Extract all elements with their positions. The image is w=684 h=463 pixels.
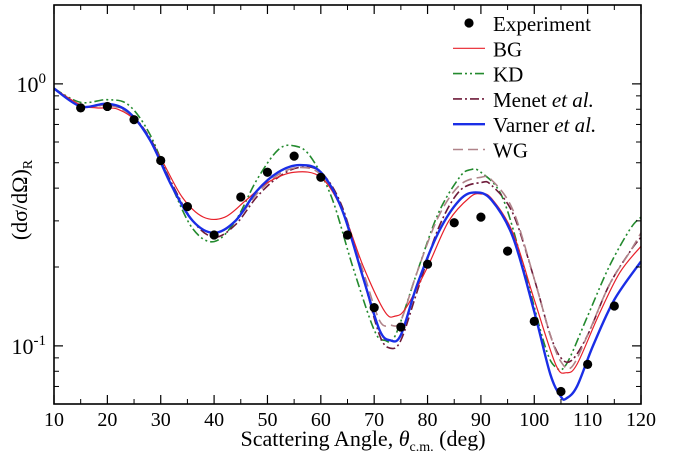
experiment-point	[556, 386, 566, 397]
x-tick-label: 40	[204, 409, 224, 431]
legend-label-varner-et-al: Varner et al.	[493, 113, 596, 137]
experiment-point	[182, 202, 193, 212]
y-tick-label: 100	[17, 71, 47, 97]
experiment-point	[583, 359, 593, 369]
experiment-point	[342, 230, 353, 240]
legend-label-experiment: Experiment	[493, 12, 591, 36]
axis-ticks: 10 20 30 40 50 60 70 80 90 100 110 120 100 10-1	[12, 5, 656, 431]
x-axis-label-subscript: c.m.	[410, 440, 434, 455]
experiment-point	[236, 192, 246, 202]
x-tick-label: 90	[471, 409, 491, 431]
x-tick-label: 100	[519, 409, 549, 431]
legend-label-kd: KD	[493, 63, 523, 87]
x-tick-label: 30	[151, 409, 171, 431]
y-axis-label-main: (dσ/dΩ)	[7, 169, 32, 240]
x-tick-label: 10	[44, 409, 64, 431]
x-tick-label: 120	[626, 409, 656, 431]
experiment-point	[609, 301, 619, 311]
x-axis-label-unit: (deg)	[434, 426, 486, 451]
plot-area	[53, 4, 642, 405]
x-tick-label: 50	[257, 409, 277, 431]
y-axis-label: (dσ/dΩ)R	[7, 159, 36, 240]
x-tick-label: 60	[311, 409, 331, 431]
legend-label-menet-et-al: Menet et al.	[493, 88, 594, 112]
legend-marker-experiment	[464, 18, 474, 28]
y-tick-label: 10-1	[12, 333, 47, 359]
experiment-point	[76, 103, 86, 113]
legend-label-wg: WG	[493, 139, 528, 163]
experiment-point	[129, 115, 139, 125]
experiment-point	[262, 167, 273, 177]
y-axis-label-subscript: R	[21, 159, 36, 169]
experiment-point	[396, 322, 406, 332]
experiment-point	[529, 316, 539, 326]
x-axis-label: Scattering Angle, θc.m. (deg)	[240, 426, 485, 455]
experiment-point	[316, 172, 326, 182]
x-axis-label-text: Scattering Angle,	[240, 426, 398, 451]
x-tick-label: 110	[573, 409, 602, 431]
experiment-point	[502, 246, 513, 256]
experiment-point	[289, 151, 299, 161]
experiment-point	[369, 302, 379, 313]
x-tick-label: 20	[97, 409, 117, 431]
x-axis-label-theta: θ	[399, 426, 410, 451]
x-tick-label: 80	[418, 409, 438, 431]
x-tick-label: 70	[364, 409, 384, 431]
experiment-point	[422, 259, 433, 269]
experiment-point	[476, 212, 486, 222]
experiment-point	[209, 230, 219, 240]
experiment-point	[156, 155, 166, 166]
experiment-point	[449, 218, 459, 228]
legend-label-bg: BG	[493, 37, 522, 61]
experiment-point	[102, 101, 112, 112]
